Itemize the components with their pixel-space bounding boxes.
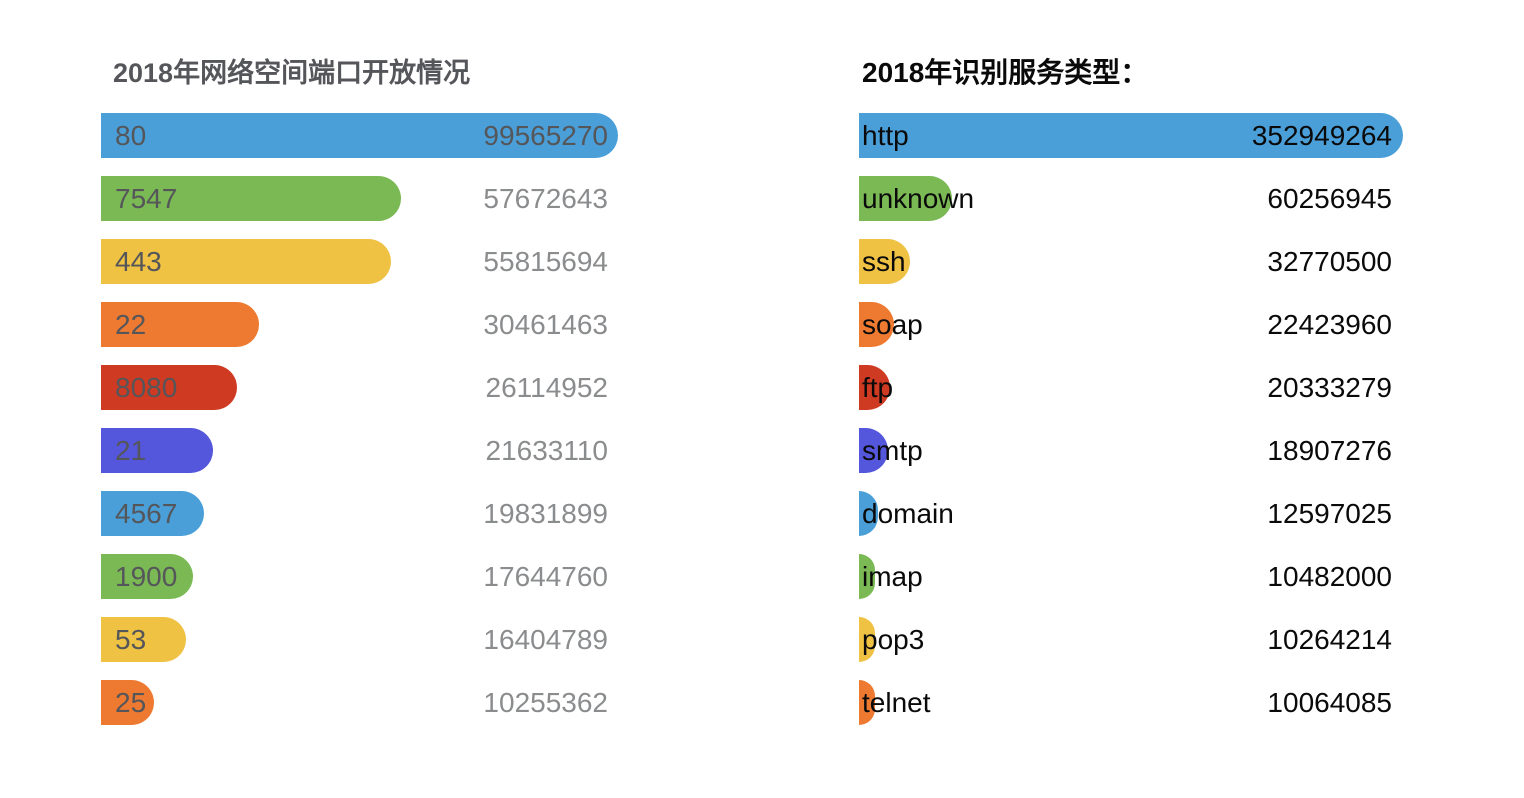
bar bbox=[101, 302, 260, 347]
bar-row: 22 30461463 bbox=[101, 302, 621, 347]
bar bbox=[859, 617, 875, 662]
bar-label: ssh bbox=[862, 246, 906, 277]
bar-value: 18907276 bbox=[1267, 435, 1392, 466]
bar-label: 8080 bbox=[115, 372, 178, 403]
bar-value: 12597025 bbox=[1267, 498, 1392, 529]
bar-label: 22 bbox=[115, 309, 147, 340]
bar-row: imap 10482000 bbox=[859, 554, 1404, 599]
bar-label: 21 bbox=[115, 435, 147, 466]
bar-value: 17644760 bbox=[483, 561, 608, 592]
bar-label: 25 bbox=[115, 687, 147, 718]
bar-value: 22423960 bbox=[1267, 309, 1392, 340]
bar-label: soap bbox=[862, 309, 923, 340]
bar bbox=[101, 491, 204, 536]
bar bbox=[859, 680, 875, 725]
bar bbox=[101, 428, 214, 473]
bar-label: 4567 bbox=[115, 498, 178, 529]
bar-label: unknown bbox=[862, 183, 975, 214]
service-type-chart-title: 2018年识别服务类型： bbox=[862, 57, 1149, 88]
bar-label: smtp bbox=[862, 435, 923, 466]
port-open-chart-title: 2018年网络空间端口开放情况 bbox=[113, 58, 471, 88]
bar bbox=[859, 554, 876, 599]
bar-row: 1900 17644760 bbox=[101, 554, 621, 599]
bar-value: 55815694 bbox=[483, 246, 608, 277]
bar-value: 30461463 bbox=[483, 309, 608, 340]
bar bbox=[859, 176, 952, 221]
bar-value: 16404789 bbox=[483, 624, 608, 655]
bar bbox=[859, 302, 894, 347]
service-type-chart-rows: http 352949264 unknown 60256945 ssh 32770500 s… bbox=[859, 113, 1404, 743]
bar-label: 1900 bbox=[115, 561, 178, 592]
bar-row: 25 10255362 bbox=[101, 680, 621, 725]
port-open-chart: 2018年网络空间端口开放情况 80 99565270 7547 57672643 44… bbox=[101, 57, 621, 725]
bar-value: 32770500 bbox=[1267, 246, 1392, 277]
bar-label: 443 bbox=[115, 246, 162, 277]
bar-row: 7547 57672643 bbox=[101, 176, 621, 221]
bar-value: 10255362 bbox=[483, 687, 608, 718]
bar bbox=[101, 176, 401, 221]
bar bbox=[859, 239, 910, 284]
bar bbox=[101, 680, 155, 725]
bar-row: 8080 26114952 bbox=[101, 365, 621, 410]
bar-value: 57672643 bbox=[483, 183, 608, 214]
bar bbox=[859, 491, 879, 536]
bar-value: 19831899 bbox=[483, 498, 608, 529]
bar-label: 53 bbox=[115, 624, 147, 655]
bar-label: http bbox=[862, 120, 909, 151]
bar-value: 99565270 bbox=[483, 120, 608, 151]
bar-value: 60256945 bbox=[1267, 183, 1392, 214]
bar-row: smtp 18907276 bbox=[859, 428, 1404, 473]
bar-row: 4567 19831899 bbox=[101, 491, 621, 536]
bar-value: 20333279 bbox=[1267, 372, 1392, 403]
bar-label: telnet bbox=[862, 687, 931, 718]
service-type-chart: 2018年识别服务类型： http 352949264 unknown 6025694… bbox=[859, 57, 1404, 725]
bar-label: imap bbox=[862, 561, 923, 592]
bar bbox=[101, 365, 237, 410]
bar-value: 10064085 bbox=[1267, 687, 1392, 718]
bar-label: ftp bbox=[862, 372, 894, 403]
bar-row: telnet 10064085 bbox=[859, 680, 1404, 725]
bar-value: 10482000 bbox=[1267, 561, 1392, 592]
bar bbox=[859, 113, 1403, 158]
bar-value: 10264214 bbox=[1267, 624, 1392, 655]
port-open-chart-rows: 80 99565270 7547 57672643 443 55815694 22 30461… bbox=[101, 113, 621, 743]
bar-row: 21 21633110 bbox=[101, 428, 621, 473]
bar-row: 443 55815694 bbox=[101, 239, 621, 284]
bar-row: pop3 10264214 bbox=[859, 617, 1404, 662]
bar-row: domain 12597025 bbox=[859, 491, 1404, 536]
bar-row: 53 16404789 bbox=[101, 617, 621, 662]
bar-value: 26114952 bbox=[485, 372, 609, 403]
bar-label: 7547 bbox=[115, 183, 178, 214]
bar-row: http 352949264 bbox=[859, 113, 1404, 158]
bar-label: 80 bbox=[115, 120, 147, 151]
bar-row: ssh 32770500 bbox=[859, 239, 1404, 284]
bar-row: ftp 20333279 bbox=[859, 365, 1404, 410]
bar-row: 80 99565270 bbox=[101, 113, 621, 158]
bar bbox=[101, 554, 193, 599]
bar-value: 352949264 bbox=[1251, 120, 1392, 151]
bar-row: soap 22423960 bbox=[859, 302, 1404, 347]
bar bbox=[101, 239, 391, 284]
bar-label: pop3 bbox=[862, 624, 925, 655]
bar bbox=[101, 617, 187, 662]
bar-row: unknown 60256945 bbox=[859, 176, 1404, 221]
bar bbox=[101, 113, 618, 158]
bar-label: domain bbox=[862, 498, 954, 529]
bar-value: 21633110 bbox=[485, 435, 609, 466]
